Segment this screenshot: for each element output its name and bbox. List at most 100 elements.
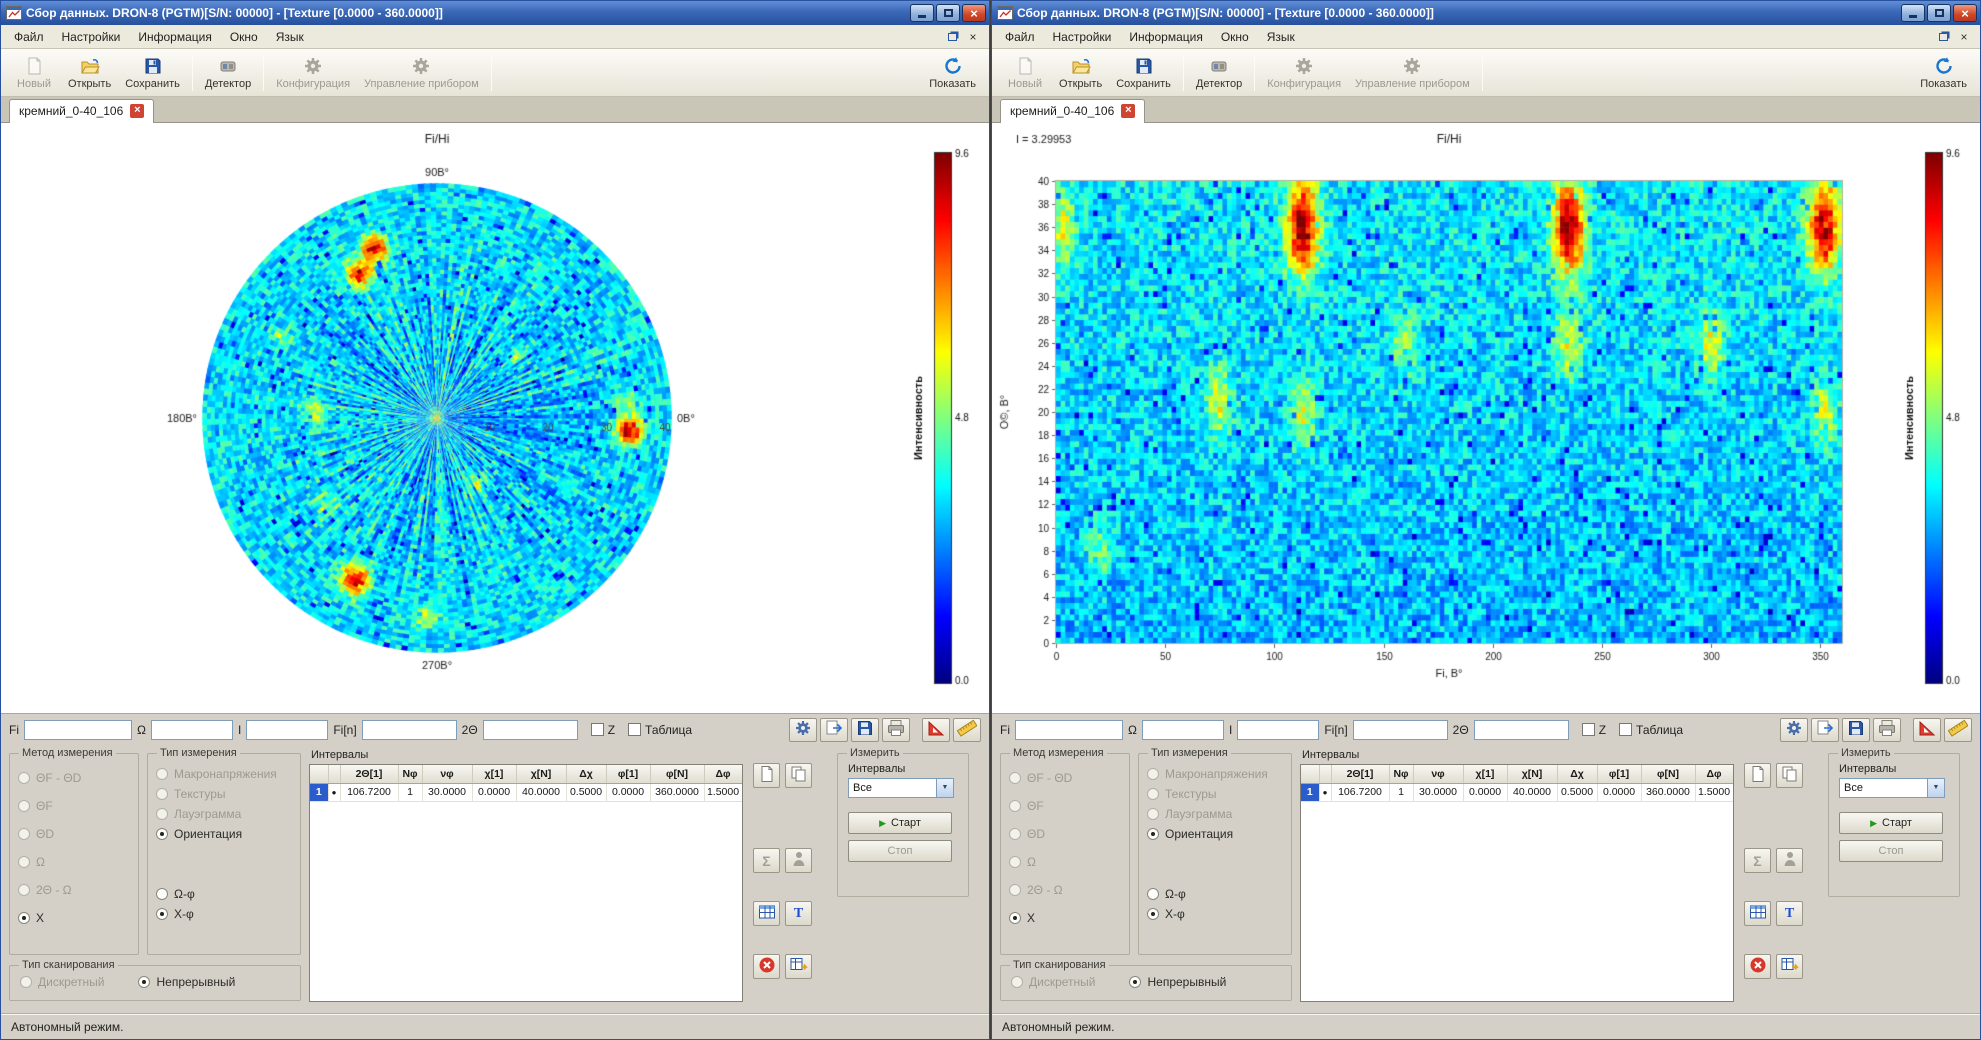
minimize-button[interactable]: [1901, 4, 1925, 22]
radio-omega[interactable]: Ω: [1009, 855, 1123, 869]
menu-item-settings[interactable]: Настройки: [53, 27, 130, 47]
intervals-table[interactable]: 2Θ[1] Nφ νφ χ[1] χ[N] Δχ φ[1] φ[N] Δφ 1: [309, 764, 743, 1002]
start-button[interactable]: ▶ Старт: [1839, 812, 1943, 834]
export-chart-button[interactable]: [1811, 718, 1839, 742]
stop-button[interactable]: Стоп: [1839, 840, 1943, 862]
print-button[interactable]: [882, 718, 910, 742]
menu-item-language[interactable]: Язык: [267, 27, 313, 47]
minimize-button[interactable]: [910, 4, 934, 22]
cell[interactable]: 0.5000: [1557, 783, 1597, 801]
copy-interval-button[interactable]: [1776, 763, 1803, 788]
column-header[interactable]: Δφ: [704, 765, 742, 783]
radio-texture[interactable]: Текстуры: [1147, 787, 1285, 801]
toolbar-device-control-button[interactable]: Управление прибором: [357, 51, 486, 95]
column-header[interactable]: φ[N]: [650, 765, 704, 783]
fi-input[interactable]: [24, 720, 132, 740]
operator-button[interactable]: [1776, 848, 1803, 873]
export-intervals-button[interactable]: [785, 954, 812, 979]
radio-thetaF[interactable]: ΘF: [18, 799, 132, 813]
intervals-select[interactable]: Все ▼: [1839, 778, 1945, 798]
cell[interactable]: 360.0000: [1641, 783, 1695, 801]
toolbar-device-control-button[interactable]: Управление прибором: [1348, 51, 1477, 95]
stop-button[interactable]: Стоп: [848, 840, 952, 862]
omega-input[interactable]: [1142, 720, 1224, 740]
triangle-ruler-button[interactable]: [1913, 718, 1941, 742]
column-header[interactable]: χ[N]: [1507, 765, 1557, 783]
radio-chi-phi[interactable]: X-φ: [156, 907, 294, 921]
chart-settings-button[interactable]: [1780, 718, 1808, 742]
close-button[interactable]: ×: [962, 4, 986, 22]
column-header[interactable]: φ[1]: [1597, 765, 1641, 783]
two-theta-input[interactable]: [483, 720, 578, 740]
cell[interactable]: 30.0000: [422, 783, 472, 801]
radio-continuous[interactable]: Непрерывный: [1129, 975, 1226, 989]
interval-row[interactable]: 1 ● 106.7200 1 30.0000 0.0000 40.0000 0.…: [1301, 783, 1733, 801]
mdi-close-button[interactable]: ×: [964, 29, 982, 45]
menu-item-window[interactable]: Окно: [1212, 27, 1258, 47]
copy-interval-button[interactable]: [785, 763, 812, 788]
ruler-button[interactable]: [953, 718, 981, 742]
radio-texture[interactable]: Текстуры: [156, 787, 294, 801]
radio-continuous[interactable]: Непрерывный: [138, 975, 235, 989]
column-header[interactable]: φ[1]: [606, 765, 650, 783]
radio-omega-phi[interactable]: Ω-φ: [1147, 887, 1285, 901]
intervals-select[interactable]: Все ▼: [848, 778, 954, 798]
menu-item-file[interactable]: Файл: [5, 27, 53, 47]
toolbar-show-button[interactable]: Показать: [1913, 51, 1974, 95]
toolbar-open-button[interactable]: Открыть: [61, 51, 118, 95]
export-chart-button[interactable]: [820, 718, 848, 742]
radio-omega-phi[interactable]: Ω-φ: [156, 887, 294, 901]
cell[interactable]: 30.0000: [1413, 783, 1463, 801]
delete-interval-button[interactable]: [1744, 954, 1771, 979]
toolbar-configuration-button[interactable]: Конфигурация: [1260, 51, 1348, 95]
cell[interactable]: 106.7200: [340, 783, 398, 801]
tab-close-icon[interactable]: ×: [1121, 104, 1135, 118]
radio-chi-phi[interactable]: X-φ: [1147, 907, 1285, 921]
radio-laue[interactable]: Лауэграмма: [1147, 807, 1285, 821]
column-header[interactable]: Nφ: [1389, 765, 1413, 783]
radio-orientation[interactable]: Ориентация: [156, 827, 294, 841]
print-button[interactable]: [1873, 718, 1901, 742]
tab-close-icon[interactable]: ×: [130, 104, 144, 118]
document-tab[interactable]: кремний_0-40_106 ×: [9, 99, 154, 123]
table-checkbox[interactable]: Таблица: [1619, 723, 1683, 737]
start-button[interactable]: ▶ Старт: [848, 812, 952, 834]
table-checkbox[interactable]: Таблица: [628, 723, 692, 737]
column-header[interactable]: νφ: [1413, 765, 1463, 783]
menu-item-language[interactable]: Язык: [1258, 27, 1304, 47]
fi-n-input[interactable]: [1353, 720, 1448, 740]
z-checkbox[interactable]: Z: [591, 723, 615, 737]
mdi-close-button[interactable]: ×: [1955, 29, 1973, 45]
operator-button[interactable]: [785, 848, 812, 873]
toolbar-show-button[interactable]: Показать: [922, 51, 983, 95]
column-header[interactable]: Δχ: [1557, 765, 1597, 783]
column-header[interactable]: 2Θ[1]: [1331, 765, 1389, 783]
cell[interactable]: 0.0000: [1597, 783, 1641, 801]
z-checkbox[interactable]: Z: [1582, 723, 1606, 737]
toolbar-new-button[interactable]: Новый: [7, 51, 61, 95]
chart-canvas[interactable]: [992, 123, 1900, 713]
radio-chi[interactable]: X: [18, 911, 132, 925]
ruler-button[interactable]: [1944, 718, 1972, 742]
interval-row[interactable]: 1 ● 106.7200 1 30.0000 0.0000 40.0000 0.…: [310, 783, 742, 801]
cell[interactable]: 360.0000: [650, 783, 704, 801]
text-view-button[interactable]: T: [785, 901, 812, 926]
cell[interactable]: 0.0000: [606, 783, 650, 801]
menu-item-window[interactable]: Окно: [221, 27, 267, 47]
column-header[interactable]: Δφ: [1695, 765, 1733, 783]
toolbar-save-button[interactable]: Сохранить: [1109, 51, 1178, 95]
save-image-button[interactable]: [851, 718, 879, 742]
toolbar-open-button[interactable]: Открыть: [1052, 51, 1109, 95]
save-image-button[interactable]: [1842, 718, 1870, 742]
toolbar-configuration-button[interactable]: Конфигурация: [269, 51, 357, 95]
radio-macrostress[interactable]: Макронапряжения: [1147, 767, 1285, 781]
menu-item-information[interactable]: Информация: [1120, 27, 1211, 47]
radio-thetaF-thetaD[interactable]: ΘF - ΘD: [18, 771, 132, 785]
cell[interactable]: 1.5000: [1695, 783, 1733, 801]
fi-input[interactable]: [1015, 720, 1123, 740]
cell[interactable]: 40.0000: [1507, 783, 1557, 801]
mdi-restore-button[interactable]: [1934, 29, 1952, 45]
radio-discrete[interactable]: Дискретный: [20, 975, 104, 989]
toolbar-new-button[interactable]: Новый: [998, 51, 1052, 95]
toolbar-detector-button[interactable]: Детектор: [1189, 51, 1249, 95]
